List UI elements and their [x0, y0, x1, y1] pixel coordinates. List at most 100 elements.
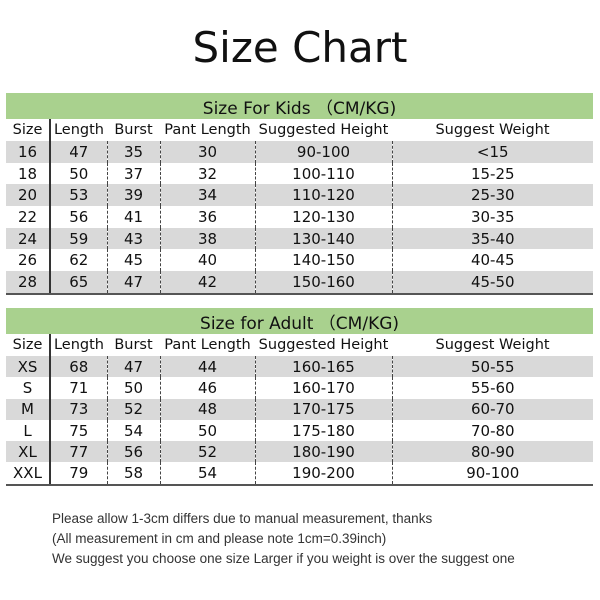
table-cell: 41 — [106, 206, 160, 228]
table-cell: 45 — [106, 249, 160, 272]
table-cell: 22 — [6, 206, 51, 228]
table-cell: 30-35 — [391, 206, 594, 228]
table-cell: 71 — [69, 378, 89, 397]
table-cell: L — [6, 419, 51, 442]
table-cell: 47 — [106, 356, 160, 378]
table-cell: 56 — [106, 441, 160, 463]
table-cell: 120-130 — [254, 206, 392, 228]
column-header: Suggested Height — [258, 337, 389, 353]
table-row: XXL 79 58 54 190-200 90-100 — [6, 462, 594, 486]
table-cell: 77 — [50, 441, 107, 463]
table-cell: 150-160 — [254, 271, 392, 295]
table-cell: 43 — [106, 227, 160, 250]
table-row: 22 56 41 36 120-130 30-35 — [6, 206, 594, 228]
column-header: Burst — [114, 337, 153, 353]
table-cell: 18 — [6, 162, 51, 185]
table-cell: 32 — [159, 162, 255, 185]
table-cell: 70-80 — [391, 419, 594, 442]
table-cell: 100-110 — [254, 162, 392, 185]
column-header: Suggest Weight — [435, 337, 550, 353]
table-cell: 35-40 — [391, 227, 594, 250]
kids-size-table: Size For Kids （CM/KG) Size Length Burst Pan… — [6, 93, 594, 295]
table-cell: 45-50 — [391, 271, 594, 295]
table-cell: 140-150 — [254, 249, 392, 272]
table-cell: 47 — [50, 141, 107, 163]
table-cell: 48 — [159, 398, 255, 420]
table-cell: XXL — [6, 462, 51, 486]
table-cell: 59 — [50, 227, 107, 250]
table-row: 16 47 35 30 90-100 <15 — [6, 141, 594, 163]
table-cell: 73 — [50, 398, 107, 420]
table-cell: 54 — [159, 462, 255, 486]
table-cell: 160-165 — [254, 356, 392, 378]
table-row: M 73 52 48 170-175 60-70 — [6, 398, 594, 420]
column-header: Length — [53, 122, 104, 138]
table-cell: 16 — [6, 141, 51, 163]
table-cell: 24 — [6, 227, 51, 250]
notes: Please allow 1-3cm differs due to manual… — [52, 509, 515, 569]
table-cell: 26 — [6, 249, 51, 272]
column-header: Suggest Weight — [435, 122, 550, 138]
table-cell: 58 — [106, 462, 160, 486]
table-cell: 44 — [159, 356, 255, 378]
table-cell: 40-45 — [391, 249, 594, 272]
table-cell: 50 — [69, 164, 89, 183]
table-cell: 62 — [69, 251, 89, 270]
adult-size-table: Size for Adult （CM/KG) Size Length Burst Pa… — [6, 308, 594, 486]
table-cell: 42 — [159, 271, 255, 295]
column-header: Length — [53, 337, 104, 353]
table-row: XS 68 47 44 160-165 50-55 — [6, 356, 594, 378]
note-line: We suggest you choose one size Larger if… — [52, 551, 515, 566]
table-cell: 38 — [159, 227, 255, 250]
table-cell: 110-120 — [254, 184, 392, 207]
table-cell: 36 — [159, 206, 255, 228]
table-cell: 180-190 — [254, 441, 392, 463]
table-cell: 160-170 — [254, 377, 392, 399]
table-cell: S — [6, 377, 51, 399]
table-cell: 55-60 — [391, 377, 594, 399]
table-row: XL 77 56 52 180-190 80-90 — [6, 441, 594, 463]
page-title: Size Chart — [192, 23, 408, 72]
table-cell: 50 — [159, 419, 255, 442]
table-row: S 71 50 46 160-170 55-60 — [6, 377, 594, 399]
table-cell: XS — [6, 356, 51, 378]
table-cell: 79 — [50, 462, 107, 486]
table-cell: 65 — [50, 271, 107, 295]
table-cell: XL — [6, 441, 51, 463]
kids-column-headers: Size Length Burst Pant Length Suggested Heig… — [6, 119, 593, 141]
table-cell: 50-55 — [391, 356, 594, 378]
table-cell: 20 — [6, 184, 51, 207]
table-cell: 28 — [6, 271, 51, 295]
column-header: Size — [6, 334, 51, 356]
table-cell: 25-30 — [391, 184, 594, 207]
table-cell: 190-200 — [254, 462, 392, 486]
table-row: 20 53 39 34 110-120 25-30 — [6, 184, 594, 207]
table-cell: 60-70 — [391, 398, 594, 420]
table-cell: 34 — [159, 184, 255, 207]
table-cell: 68 — [50, 356, 107, 378]
table-cell: 90-100 — [391, 462, 594, 486]
table-row: 26 62 45 40 140-150 40-45 — [6, 249, 594, 272]
column-header: Pant Length — [164, 122, 251, 138]
table-cell: 130-140 — [254, 227, 392, 250]
column-header: Pant Length — [164, 337, 251, 353]
kids-table-heading: Size For Kids （CM/KG) — [6, 93, 594, 119]
column-header: Suggested Height — [258, 122, 389, 138]
table-cell: 47 — [106, 271, 160, 295]
table-cell: M — [6, 398, 51, 420]
table-row: 28 65 47 42 150-160 45-50 — [6, 271, 594, 295]
table-cell: 75 — [69, 421, 89, 440]
table-cell: 56 — [69, 207, 89, 226]
table-cell: 35 — [106, 141, 160, 163]
adult-table-body: XS 68 47 44 160-165 50-55 S 71 50 46 160-170 55-60 M… — [6, 356, 594, 486]
table-cell: 90-100 — [254, 141, 392, 163]
table-cell: 30 — [159, 141, 255, 163]
table-row: L 75 54 50 175-180 70-80 — [6, 419, 594, 442]
table-cell: 37 — [106, 162, 160, 185]
table-cell: 39 — [106, 184, 160, 207]
table-row: 24 59 43 38 130-140 35-40 — [6, 227, 594, 250]
kids-table-body: 16 47 35 30 90-100 <15 18 50 37 32 100-110 15-25 20 5… — [6, 141, 594, 295]
table-cell: 50 — [106, 377, 160, 399]
table-cell: 46 — [159, 377, 255, 399]
table-cell: 54 — [106, 419, 160, 442]
